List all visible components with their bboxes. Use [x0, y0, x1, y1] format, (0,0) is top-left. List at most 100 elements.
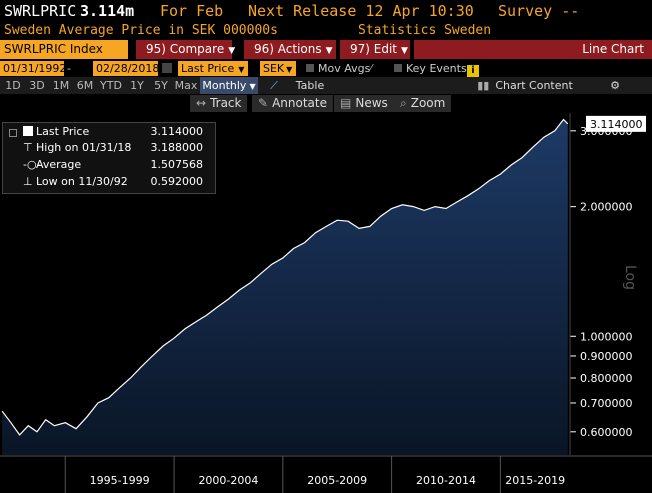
security-header: SWRLPRIC 3.114m For Feb Next Release 12 …: [0, 0, 652, 22]
chart-tools: ↔ Track ✎ Annotate ▤ News ⌕ Zoom: [0, 94, 652, 113]
mov-avgs-toggle[interactable]: Mov Avgs: [306, 61, 370, 76]
legend-value: 3.188000: [150, 141, 204, 154]
x-tick-label: 2015-2019: [505, 474, 565, 487]
end-date-field[interactable]: 02/28/2018: [93, 61, 159, 76]
legend-low: ⊥ Low on 11/30/92 0.592000: [3, 175, 217, 189]
period-ytd[interactable]: YTD: [100, 79, 122, 92]
period-1m[interactable]: 1M: [52, 79, 70, 92]
period-max[interactable]: Max: [174, 79, 198, 92]
y-tick-label: 2.000000: [580, 201, 633, 214]
actions-button[interactable]: 96) Actions ▼: [244, 40, 336, 59]
key-events-toggle[interactable]: Key Events: [394, 61, 467, 76]
date-separator: -: [67, 62, 71, 75]
start-date-field[interactable]: 01/31/1992: [0, 61, 66, 76]
function-toolbar: SWRLPRIC Index 95) Compare ▼ 96) Actions ▼…: [0, 40, 652, 59]
line-chart-icon[interactable]: ⟋: [270, 79, 278, 92]
x-tick-label: 1995-1999: [90, 474, 150, 487]
track-button[interactable]: ↔ Track: [190, 95, 248, 112]
chevron-down-icon: ▼: [238, 65, 245, 74]
legend-label: Last Price: [36, 125, 90, 138]
x-tick-label: 2000-2004: [198, 474, 258, 487]
legend-high: ⊤ High on 01/31/18 3.188000: [3, 141, 217, 155]
info-button[interactable]: i: [467, 62, 479, 77]
x-axis: 1995-1999 2000-2004 2005-2009 2010-2014 2015…: [0, 455, 652, 493]
news-label: News: [355, 96, 388, 110]
chart-type-label: Line Chart: [414, 40, 652, 59]
last-value-label: 3.114000: [590, 118, 643, 131]
wand-icon[interactable]: ⁄: [370, 62, 372, 75]
chevron-down-icon: ▼: [325, 46, 333, 56]
collapse-icon[interactable]: [9, 129, 17, 137]
table-button[interactable]: Table: [295, 79, 325, 92]
low-marker-icon: ⊥: [23, 175, 33, 188]
y-tick-label: 1.000000: [580, 330, 633, 343]
zoom-button[interactable]: ⌕ Zoom: [394, 95, 452, 112]
y-tick-label: 0.900000: [580, 350, 633, 363]
last-value: 3.114m: [80, 2, 135, 20]
currency-select[interactable]: SEK ▼: [260, 61, 296, 76]
index-field[interactable]: SWRLPRIC Index: [0, 40, 128, 59]
y-tick-label: 0.600000: [580, 426, 633, 439]
index-label: SWRLPRIC Index: [4, 42, 103, 56]
last-value-flag: 3.114000: [586, 115, 646, 132]
legend-value: 3.114000: [150, 125, 204, 138]
average-marker-icon: -○-: [23, 158, 41, 171]
edit-button[interactable]: 97) Edit ▼: [340, 40, 410, 59]
info-icon: i: [467, 65, 479, 77]
y-axis: 0.600000 0.700000 0.800000 0.900000 1.000000…: [569, 113, 633, 455]
legend-last-price: Last Price 3.114000: [3, 125, 217, 139]
chart-content-label: Chart Content: [495, 79, 573, 92]
currency-label: SEK: [263, 62, 285, 75]
period-1d[interactable]: 1D: [5, 79, 21, 92]
chart-content-icon: ▮▮: [477, 79, 490, 92]
y-axis-label: Log: [622, 265, 638, 290]
survey: Survey --: [498, 2, 580, 20]
field-select-label: Last Price: [181, 62, 235, 75]
annotate-label: Annotate: [272, 96, 327, 110]
x-tick-label: 2005-2009: [307, 474, 367, 487]
calendar-icon[interactable]: [162, 63, 172, 73]
pencil-icon: ✎: [258, 96, 269, 110]
field-select[interactable]: Last Price ▼: [178, 61, 248, 76]
frequency-label: Monthly: [202, 79, 247, 92]
chart-type-text: Line Chart: [582, 42, 644, 56]
period-5y[interactable]: 5Y: [154, 79, 168, 92]
track-icon: ↔: [196, 96, 207, 110]
mov-avgs-label: Mov Avgs: [318, 62, 371, 75]
period-3d[interactable]: 3D: [29, 79, 45, 92]
y-tick-label: 0.700000: [580, 397, 633, 410]
price-line: [1, 118, 569, 436]
news-button[interactable]: ▤ News: [334, 95, 394, 112]
edit-label: 97) Edit: [350, 42, 398, 56]
annotate-button[interactable]: ✎ Annotate: [252, 95, 333, 112]
range-controls: 01/31/1992 - 02/28/2018 Last Price ▼ SEK ▼…: [0, 60, 652, 77]
zoom-label: Zoom: [410, 96, 446, 110]
period-6m[interactable]: 6M: [76, 79, 94, 92]
y-tick-label: 0.800000: [580, 372, 633, 385]
chevron-down-icon: ▼: [286, 65, 293, 74]
chevron-down-icon: ▼: [401, 46, 408, 56]
compare-button[interactable]: 95) Compare ▼: [136, 40, 236, 59]
track-label: Track: [210, 96, 242, 110]
legend-panel[interactable]: Last Price 3.114000 ⊤ High on 01/31/18 3…: [2, 122, 216, 194]
legend-label: Low on 11/30/92: [36, 175, 128, 188]
gear-icon[interactable]: ⚙: [610, 79, 620, 92]
next-release: Next Release 12 Apr 10:30: [248, 2, 474, 20]
x-tick-label: 2010-2014: [416, 474, 476, 487]
frequency-select[interactable]: Monthly ▼: [200, 77, 258, 94]
ticker[interactable]: SWRLPRIC: [4, 2, 77, 20]
price-chart[interactable]: 0.600000 0.700000 0.800000 0.900000 1.000000…: [0, 113, 652, 493]
chart-content-button[interactable]: ▮▮ Chart Content: [470, 77, 580, 94]
data-source: Statistics Sweden: [358, 23, 492, 38]
legend-label: Average: [36, 158, 82, 171]
chevron-down-icon: ▼: [228, 46, 236, 56]
chevron-down-icon: ▼: [249, 82, 256, 91]
legend-value: 1.507568: [150, 158, 204, 171]
checkbox-icon: [306, 64, 314, 72]
price-area: [2, 119, 568, 455]
legend-average: -○- Average 1.507568: [3, 158, 217, 172]
swatch-icon: [23, 126, 33, 136]
key-events-label: Key Events: [406, 62, 467, 75]
period-1y[interactable]: 1Y: [130, 79, 144, 92]
security-description: Sweden Average Price in SEK 000000s Stat…: [0, 22, 652, 40]
